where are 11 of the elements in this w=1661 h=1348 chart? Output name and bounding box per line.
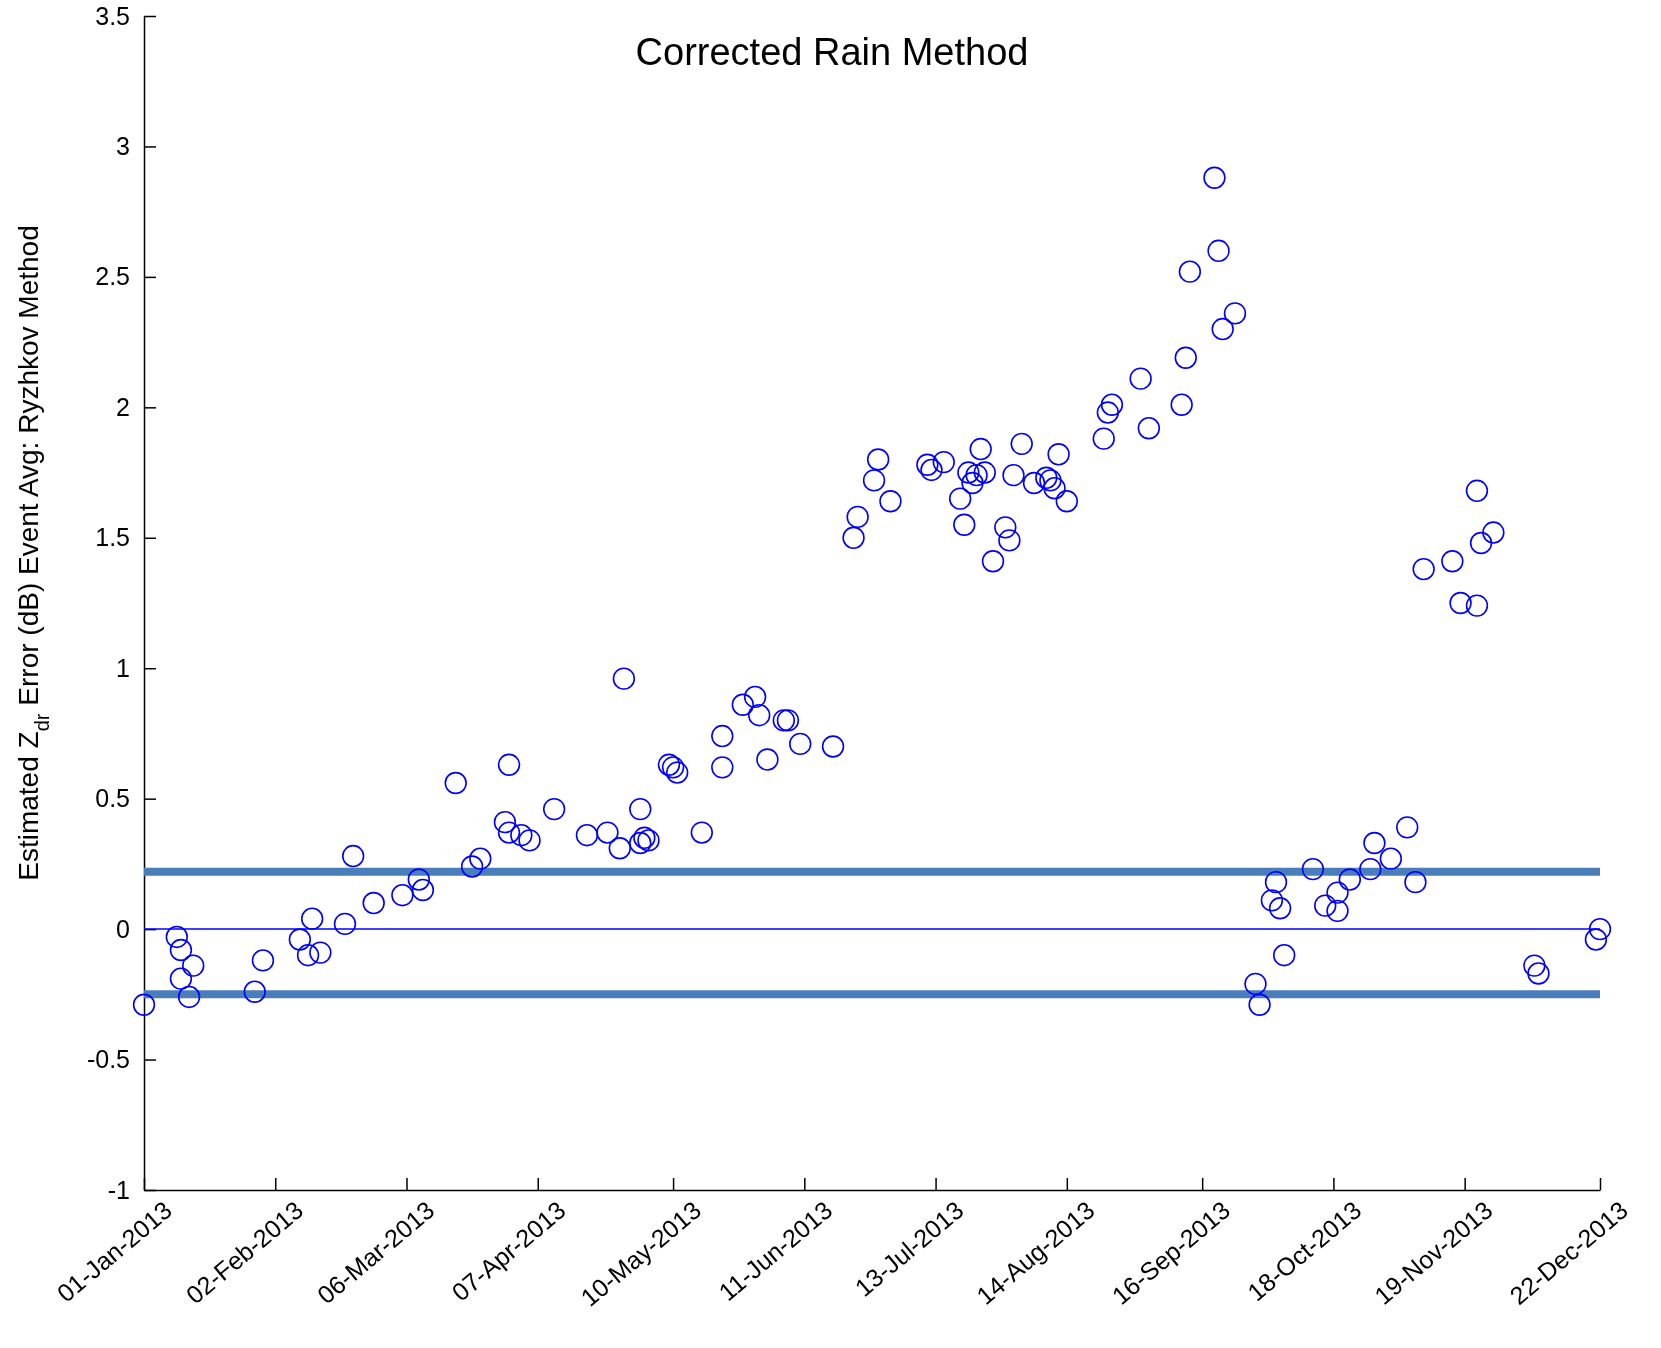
y-tick-label: 3.5 [95,1,130,30]
y-tick-label: 1 [116,653,130,682]
y-tick-label: 2.5 [95,262,130,291]
y-tick-label: 0 [116,914,130,943]
y-tick-label: -0.5 [86,1045,130,1074]
chart-title: Corrected Rain Method [635,31,1029,73]
y-tick-label: 0.5 [95,784,130,813]
y-tick-label: 1.5 [95,523,130,552]
y-tick-label: 2 [116,392,130,421]
y-tick-label: 3 [116,131,130,160]
y-tick-label: -1 [107,1175,130,1204]
